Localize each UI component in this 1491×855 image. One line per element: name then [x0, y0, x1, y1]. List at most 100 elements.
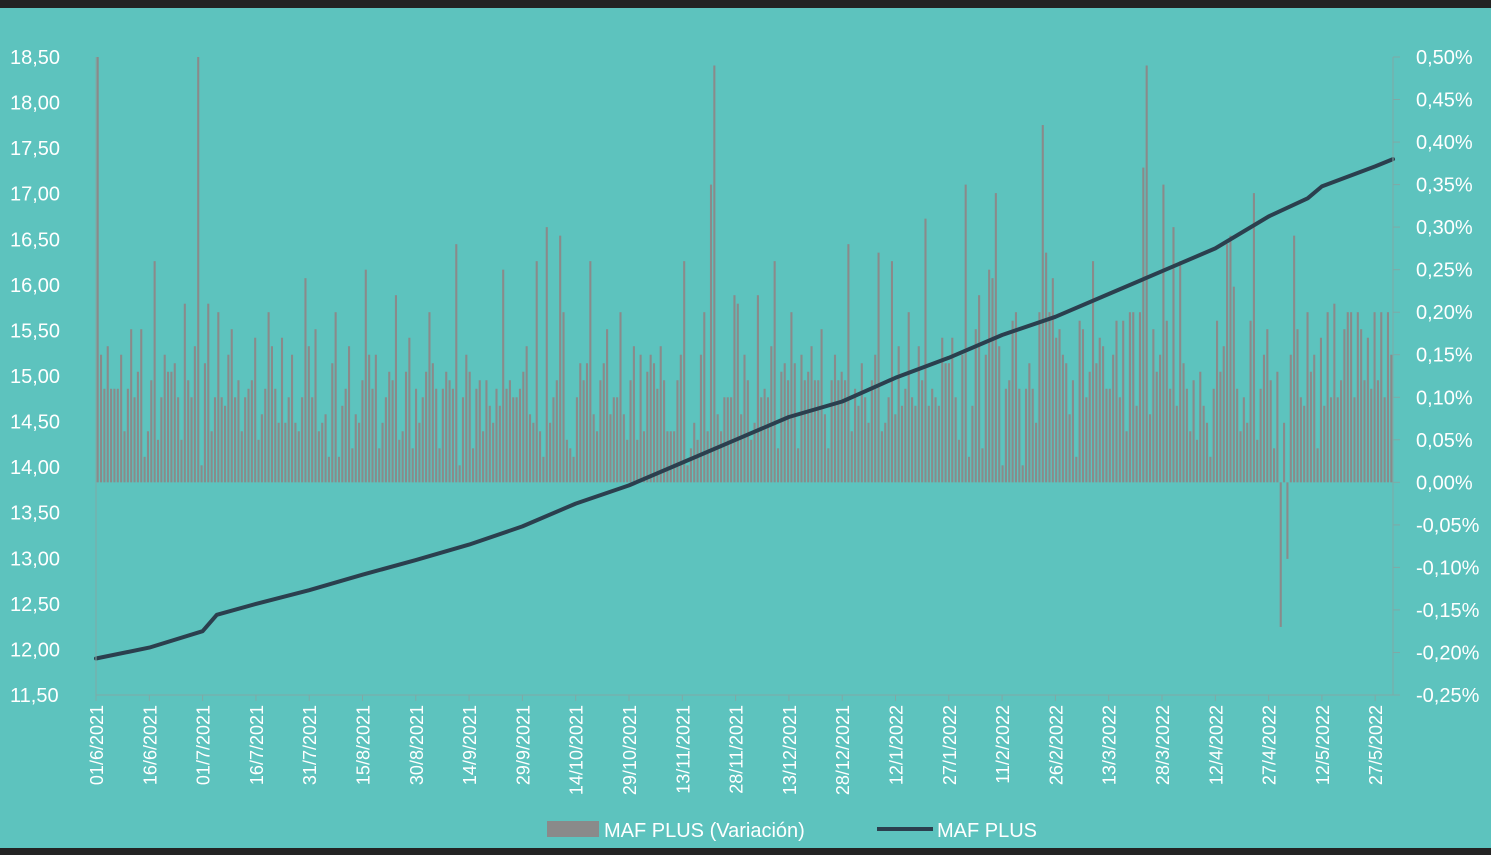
x-tick-label: 14/9/2021	[460, 705, 480, 785]
variation-bar	[756, 295, 759, 483]
variation-bar	[482, 431, 485, 483]
variation-bar	[404, 371, 408, 483]
variation-bar	[461, 397, 465, 483]
x-tick-label: 28/11/2021	[727, 705, 747, 794]
x-tick-label: 01/7/2021	[194, 705, 214, 785]
variation-bar	[1081, 329, 1085, 483]
variation-bar	[720, 431, 723, 483]
variation-bar	[569, 448, 572, 483]
variation-bar	[646, 371, 649, 483]
variation-bar	[1021, 465, 1024, 483]
variation-bar	[1252, 193, 1255, 483]
left-tick-label: 12,00	[10, 639, 60, 661]
x-tick-label: 12/5/2022	[1313, 705, 1333, 785]
variation-bar	[780, 371, 783, 483]
variation-bar	[884, 422, 887, 483]
variation-bar	[931, 388, 934, 483]
variation-bar	[589, 261, 592, 483]
variation-bar	[800, 354, 803, 483]
variation-bar	[669, 431, 672, 483]
variation-bar	[1299, 397, 1302, 483]
variation-bar	[1199, 371, 1202, 483]
variation-bar	[619, 312, 622, 483]
left-tick-label: 13,50	[10, 503, 60, 525]
variation-bar	[411, 448, 414, 483]
variation-bar	[472, 448, 475, 483]
variation-bar	[1011, 320, 1014, 483]
variation-bar	[663, 380, 666, 483]
right-tick-label: 0,50%	[1416, 47, 1473, 69]
variation-bar	[512, 397, 515, 483]
right-tick-label: 0,45%	[1416, 90, 1473, 112]
variation-bar	[991, 278, 994, 483]
variation-bar	[415, 388, 418, 483]
variation-bar	[907, 312, 910, 483]
variation-bar	[217, 312, 220, 483]
variation-bar	[679, 354, 682, 483]
variation-bar	[264, 388, 267, 483]
variation-bar	[146, 431, 149, 483]
variation-bar	[140, 329, 143, 483]
variation-bar	[445, 371, 448, 483]
variation-bar	[957, 439, 961, 483]
variation-bar	[1165, 320, 1168, 483]
variation-bar	[559, 235, 562, 483]
variation-bar	[609, 414, 612, 483]
variation-bar	[1246, 422, 1249, 483]
variation-bar	[1172, 227, 1175, 483]
variation-bar	[890, 261, 893, 483]
variation-bar	[441, 388, 444, 483]
variation-bar	[656, 388, 659, 483]
variation-bar	[703, 312, 706, 483]
variation-bar	[733, 295, 736, 483]
variation-bar	[294, 422, 297, 483]
variation-bar	[1333, 303, 1336, 483]
variation-bar	[1360, 329, 1363, 483]
variation-bar	[1162, 184, 1165, 483]
variation-bar	[652, 363, 656, 483]
variation-bar	[431, 363, 434, 483]
variation-bar	[974, 329, 977, 483]
variation-bar	[1343, 329, 1346, 483]
variation-bar	[351, 448, 354, 483]
x-tick-label: 28/12/2021	[833, 705, 853, 795]
variation-bar	[1202, 405, 1205, 483]
variation-bar	[1185, 388, 1188, 483]
price-line	[94, 157, 1395, 661]
variation-bar	[941, 337, 944, 483]
variation-bar	[622, 414, 625, 483]
variation-bar	[230, 329, 233, 483]
variation-bar	[582, 380, 585, 483]
variation-bar	[1148, 414, 1152, 483]
right-tick-label: 0,00%	[1416, 472, 1473, 494]
variation-bar	[746, 380, 749, 483]
variation-bar	[696, 439, 699, 483]
variation-bar	[123, 431, 126, 483]
variation-bar	[937, 405, 940, 483]
variation-bar	[807, 371, 810, 483]
variation-bar	[555, 380, 558, 483]
left-tick-label: 16,00	[10, 275, 60, 297]
variation-bar	[1383, 397, 1386, 483]
legend-line-label: MAF PLUS	[937, 820, 1037, 842]
variation-bar	[790, 312, 793, 483]
variation-bar	[1236, 388, 1239, 483]
left-tick-label: 17,00	[10, 184, 60, 206]
variation-bar	[1229, 235, 1232, 483]
variation-bar	[740, 414, 743, 483]
left-tick-label: 14,50	[10, 412, 60, 434]
variation-bar	[1055, 337, 1058, 483]
variation-bar	[947, 363, 950, 483]
variation-bar	[760, 397, 763, 483]
x-tick-label: 30/8/2021	[407, 705, 427, 785]
variation-bar	[448, 380, 451, 483]
variation-bar	[257, 439, 260, 483]
variation-bar	[106, 346, 109, 483]
right-tick-label: -0,10%	[1416, 557, 1480, 579]
variation-bar	[234, 397, 237, 483]
variation-bar	[270, 346, 273, 483]
variation-bar	[532, 422, 535, 483]
variation-bar	[210, 431, 213, 483]
variation-bar	[1326, 312, 1329, 483]
variation-bar	[398, 439, 401, 483]
